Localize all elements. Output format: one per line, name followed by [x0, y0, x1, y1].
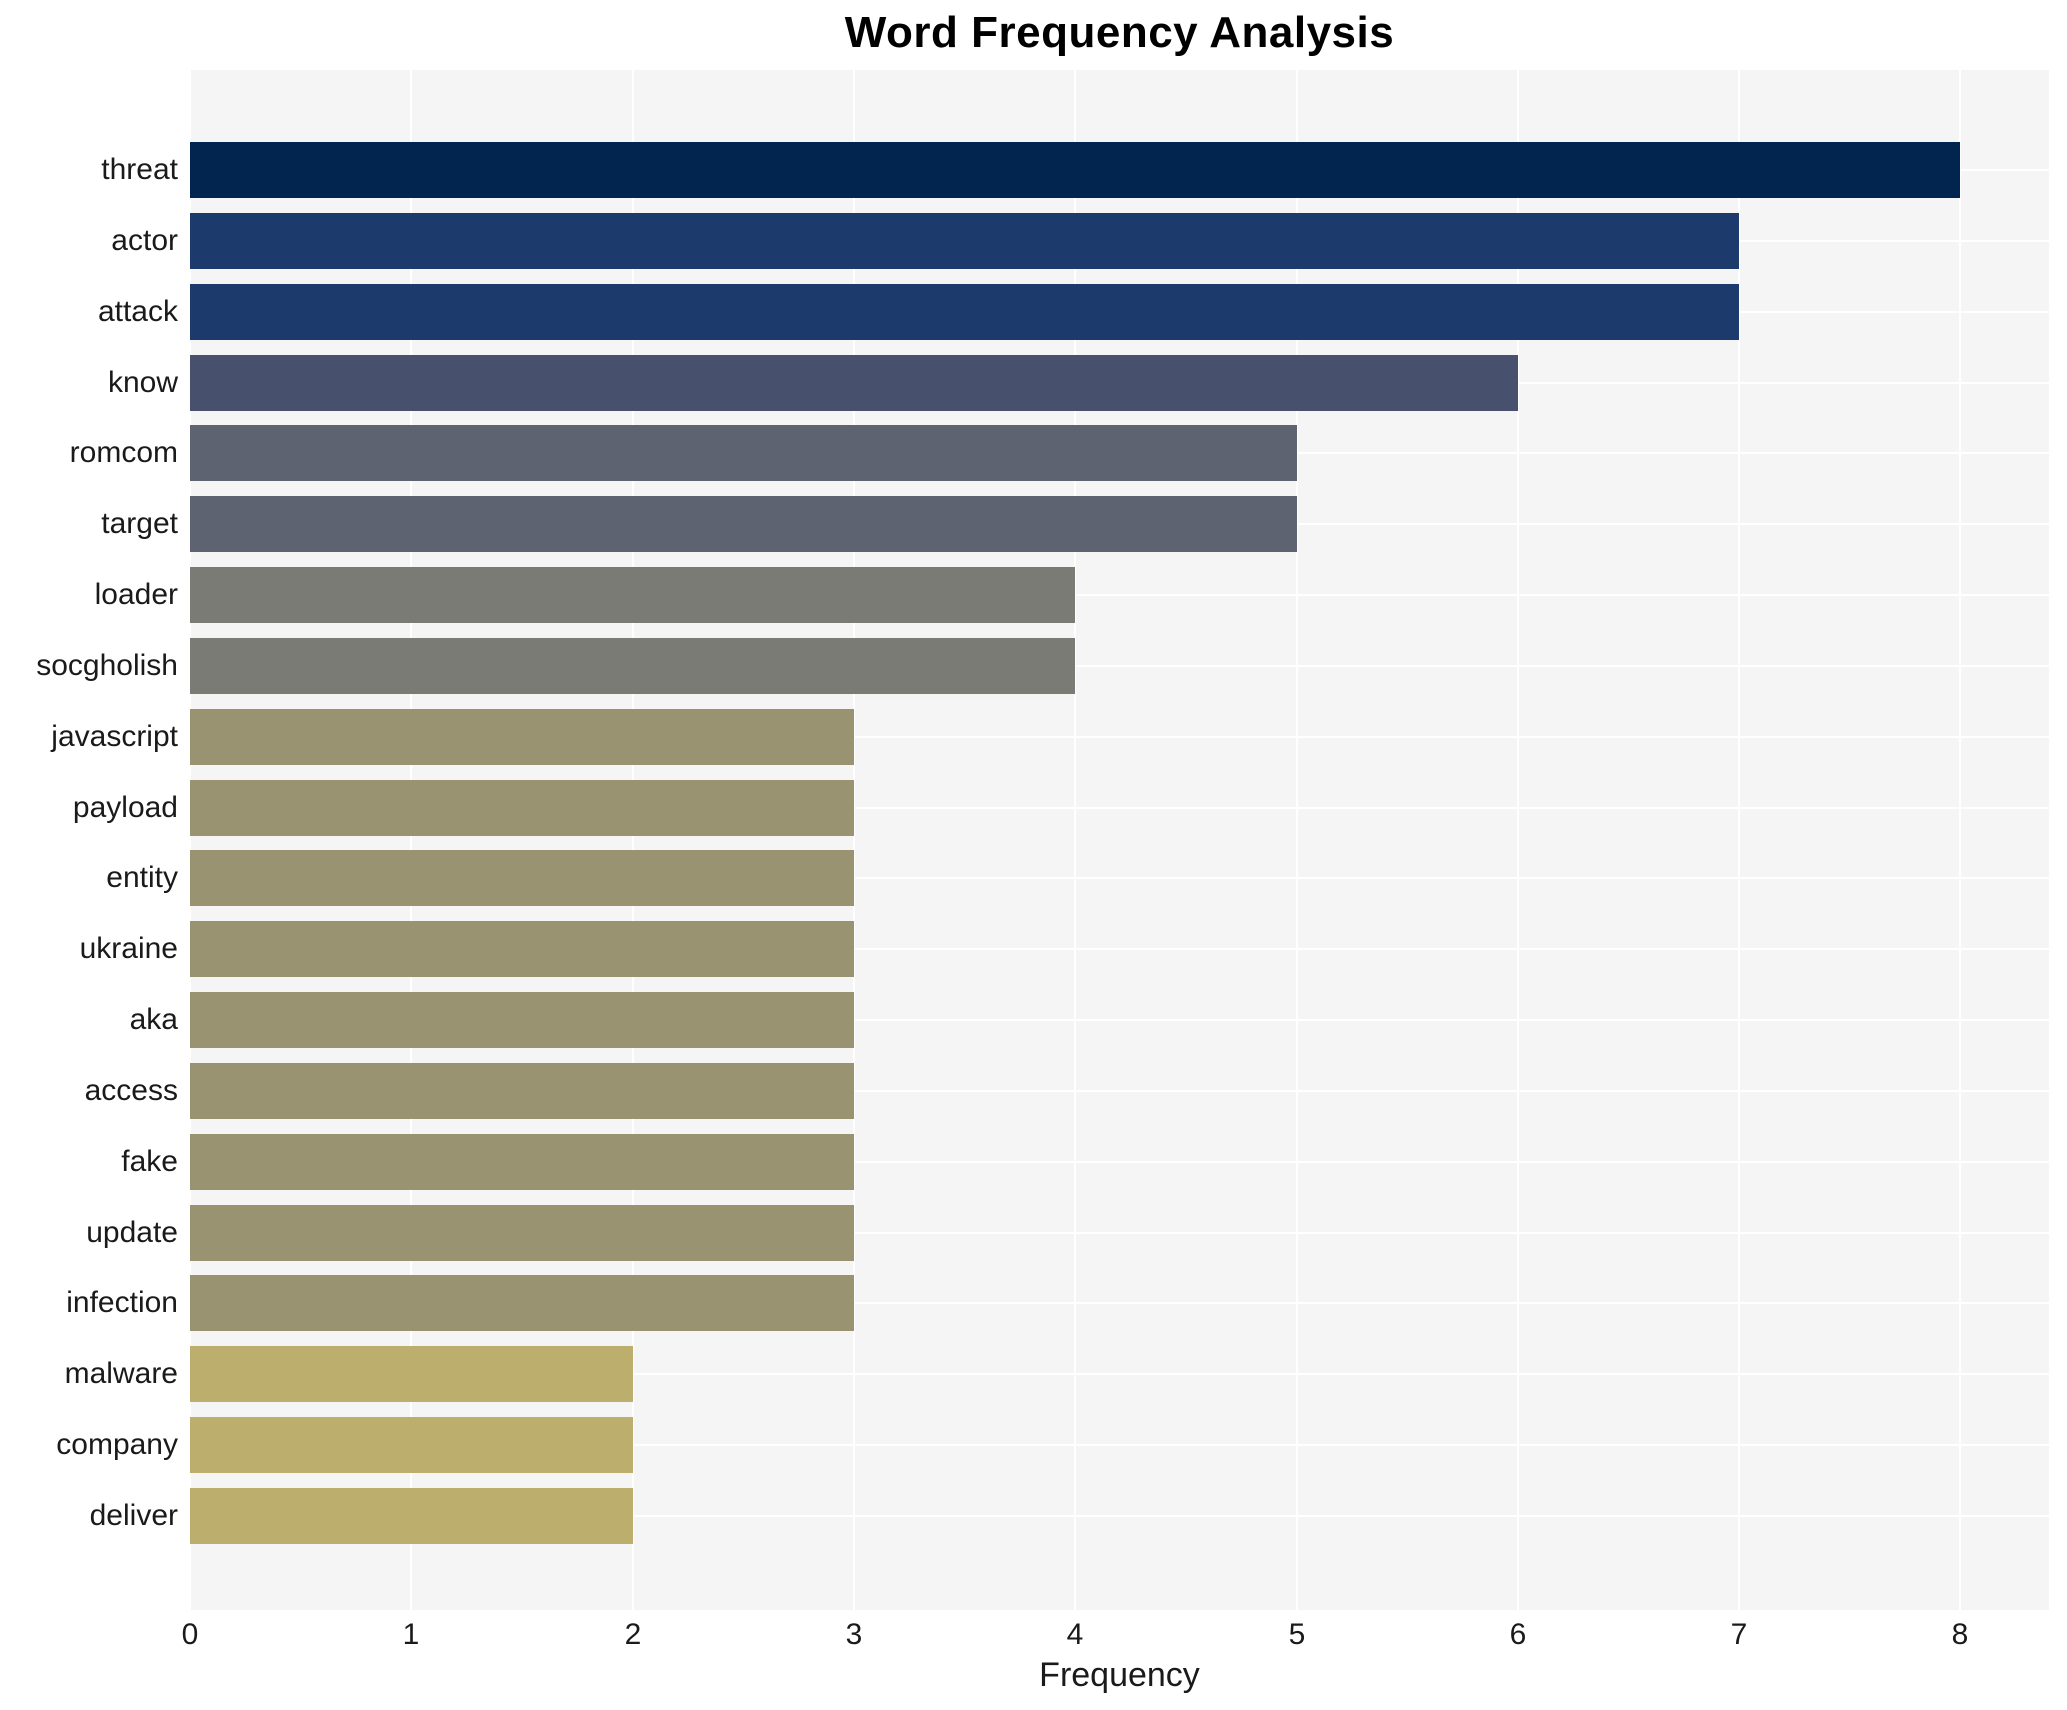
bar-loader	[190, 567, 1075, 623]
bar-ukraine	[190, 921, 854, 977]
y-tick-label-fake: fake	[121, 1145, 178, 1178]
gridline-horizontal	[190, 948, 2049, 950]
bar-entity	[190, 850, 854, 906]
bar-aka	[190, 992, 854, 1048]
x-axis-label: Frequency	[1039, 1656, 1200, 1694]
plot-area	[189, 70, 2049, 1610]
y-tick-label-payload: payload	[72, 791, 178, 824]
gridline-vertical	[1074, 70, 1076, 1610]
gridline-horizontal	[190, 1515, 2049, 1517]
y-tick-label-attack: attack	[97, 295, 178, 328]
y-tick-label-romcom: romcom	[69, 436, 178, 469]
x-tick-label-1: 1	[402, 1618, 420, 1651]
gridline-vertical	[1517, 70, 1519, 1610]
bar-company	[190, 1417, 633, 1473]
y-tick-label-deliver: deliver	[89, 1499, 178, 1532]
y-tick-label-update: update	[86, 1216, 178, 1249]
gridline-horizontal	[190, 877, 2049, 879]
chart-title: Word Frequency Analysis	[844, 8, 1395, 57]
gridline-horizontal	[190, 1373, 2049, 1375]
y-tick-label-know: know	[107, 366, 178, 399]
gridline-horizontal	[190, 1302, 2049, 1304]
bar-socgholish	[190, 638, 1075, 694]
gridline-horizontal	[190, 1090, 2049, 1092]
bar-romcom	[190, 425, 1297, 481]
y-tick-label-aka: aka	[129, 1003, 178, 1036]
gridline-horizontal	[190, 1232, 2049, 1234]
bar-payload	[190, 780, 854, 836]
x-tick-label-7: 7	[1730, 1618, 1748, 1651]
y-tick-label-threat: threat	[101, 153, 178, 186]
y-tick-label-javascript: javascript	[51, 720, 178, 753]
x-tick-label-6: 6	[1509, 1618, 1527, 1651]
bar-infection	[190, 1275, 854, 1331]
y-tick-label-infection: infection	[66, 1286, 178, 1319]
gridline-vertical	[1738, 70, 1740, 1610]
y-tick-label-loader: loader	[94, 578, 178, 611]
bar-update	[190, 1205, 854, 1261]
x-tick-label-5: 5	[1288, 1618, 1306, 1651]
bar-access	[190, 1063, 854, 1119]
gridline-horizontal	[190, 1161, 2049, 1163]
bar-threat	[190, 142, 1960, 198]
gridline-horizontal	[190, 1444, 2049, 1446]
x-tick-label-4: 4	[1066, 1618, 1084, 1651]
gridline-horizontal	[190, 594, 2049, 596]
bar-fake	[190, 1134, 854, 1190]
y-tick-label-entity: entity	[106, 861, 178, 894]
gridline-horizontal	[190, 807, 2049, 809]
y-tick-label-actor: actor	[111, 224, 178, 257]
y-tick-label-malware: malware	[64, 1357, 178, 1390]
bar-actor	[190, 213, 1739, 269]
bar-javascript	[190, 709, 854, 765]
x-tick-label-3: 3	[845, 1618, 863, 1651]
gridline-horizontal	[190, 665, 2049, 667]
gridline-vertical	[632, 70, 634, 1610]
y-tick-label-socgholish: socgholish	[36, 649, 178, 682]
bar-know	[190, 355, 1518, 411]
bar-deliver	[190, 1488, 633, 1544]
gridline-horizontal	[190, 1019, 2049, 1021]
x-tick-label-0: 0	[181, 1618, 199, 1651]
y-tick-label-ukraine: ukraine	[79, 932, 178, 965]
gridline-horizontal	[190, 736, 2049, 738]
bar-malware	[190, 1346, 633, 1402]
y-tick-label-target: target	[101, 507, 178, 540]
x-tick-label-8: 8	[1951, 1618, 1969, 1651]
bar-target	[190, 496, 1297, 552]
gridline-vertical	[853, 70, 855, 1610]
gridline-vertical	[1296, 70, 1298, 1610]
gridline-vertical	[1959, 70, 1961, 1610]
bar-attack	[190, 284, 1739, 340]
gridline-vertical	[410, 70, 412, 1610]
y-tick-label-company: company	[56, 1428, 178, 1461]
x-tick-label-2: 2	[624, 1618, 642, 1651]
y-tick-label-access: access	[84, 1074, 178, 1107]
gridline-vertical	[189, 70, 191, 1610]
